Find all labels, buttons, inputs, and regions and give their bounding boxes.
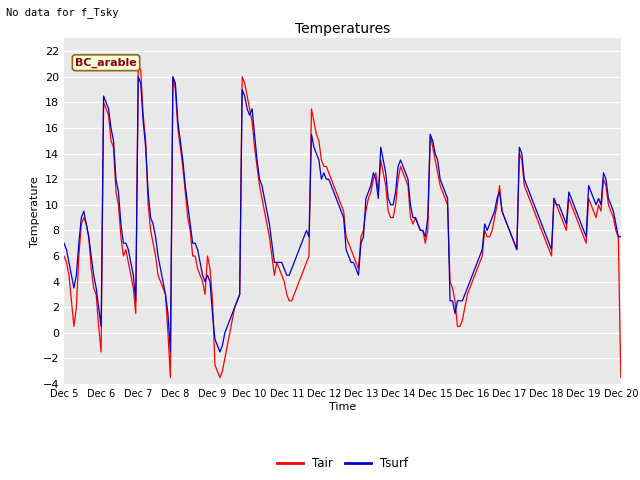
Text: No data for f_Tsky: No data for f_Tsky — [6, 7, 119, 18]
Tair — [372, 170, 380, 176]
Legend: Tair, Tsurf: Tair, Tsurf — [272, 453, 413, 475]
Tsurf — [414, 221, 422, 227]
Tair — [439, 189, 447, 195]
Tair — [474, 266, 481, 272]
Tair — [166, 375, 174, 381]
Tsurf — [609, 208, 617, 214]
Line: Tair: Tair — [64, 64, 621, 378]
Tsurf — [166, 349, 174, 355]
Tsurf — [474, 260, 481, 265]
Title: Temperatures: Temperatures — [295, 22, 390, 36]
Tair — [617, 375, 625, 381]
Tsurf — [372, 176, 380, 182]
Tair — [134, 61, 142, 67]
Tair — [414, 221, 422, 227]
Tair — [609, 215, 617, 220]
Tair — [60, 253, 68, 259]
Tsurf — [60, 240, 68, 246]
Tsurf — [439, 183, 447, 189]
Tair — [83, 221, 90, 227]
Tsurf — [83, 221, 90, 227]
Tsurf — [134, 74, 142, 80]
Line: Tsurf: Tsurf — [64, 77, 621, 352]
Text: BC_arable: BC_arable — [75, 58, 137, 68]
Tsurf — [617, 234, 625, 240]
X-axis label: Time: Time — [329, 402, 356, 412]
Y-axis label: Temperature: Temperature — [30, 176, 40, 247]
